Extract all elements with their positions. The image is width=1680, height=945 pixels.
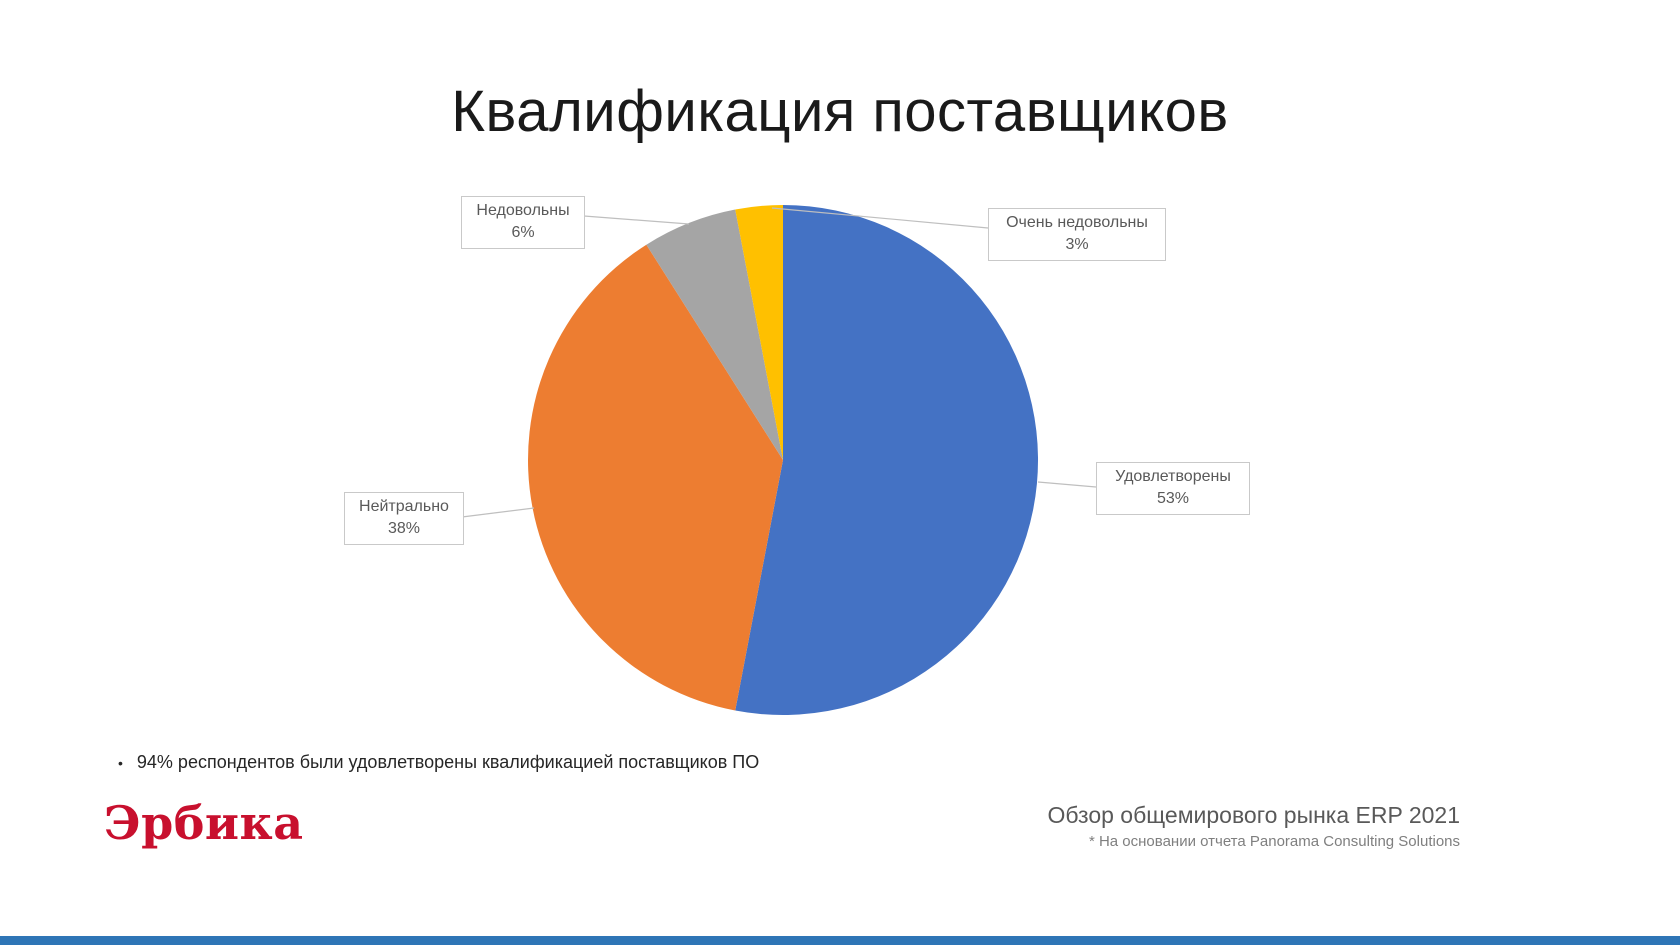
footer-source-note: * На основании отчета Panorama Consultin…: [1088, 833, 1460, 850]
leader-line-nedovolny: [583, 215, 690, 225]
pie-slices-group: [528, 205, 1039, 715]
pie-slice-0: [735, 205, 1039, 715]
bullet-item: • 94% респондентов были удовлетворены кв…: [118, 752, 759, 773]
callout-ochen-nedovolny: Очень недовольны 3%: [988, 208, 1166, 261]
callout-label: Недовольны: [476, 202, 570, 219]
callout-value: 38%: [387, 520, 421, 538]
bullet-text: 94% респондентов были удовлетворены квал…: [136, 752, 760, 772]
slide-title: Квалификация поставщиков: [451, 79, 1229, 144]
pie-slice-3: [735, 205, 783, 460]
leader-line-ochen-nedovolny: [771, 207, 989, 229]
leader-line-neutralno: [461, 507, 535, 518]
company-logo: Эрбика: [104, 796, 304, 850]
leader-line-udovletvoreny: [1037, 481, 1097, 488]
callout-nedovolny: Недовольны 6%: [461, 196, 585, 249]
callout-udovletvoreny: Удовлетворены 53%: [1096, 462, 1250, 515]
callout-value: 6%: [511, 224, 535, 242]
pie-slice-2: [646, 209, 783, 460]
callout-label: Нейтрально: [359, 498, 449, 515]
callout-neutralno: Нейтрально 38%: [344, 492, 464, 545]
callout-label: Очень недовольны: [1006, 214, 1148, 231]
bullet-marker: •: [118, 755, 123, 771]
callout-value: 53%: [1156, 490, 1190, 508]
accent-bottom-bar: [0, 936, 1680, 945]
callout-value: 3%: [1065, 236, 1089, 254]
footer-report-title: Обзор общемирового рынка ERP 2021: [1047, 802, 1460, 828]
pie-slice-1: [528, 244, 783, 711]
callout-label: Удовлетворены: [1115, 468, 1231, 485]
footer: Обзор общемирового рынка ERP 2021 * На о…: [1047, 802, 1460, 850]
